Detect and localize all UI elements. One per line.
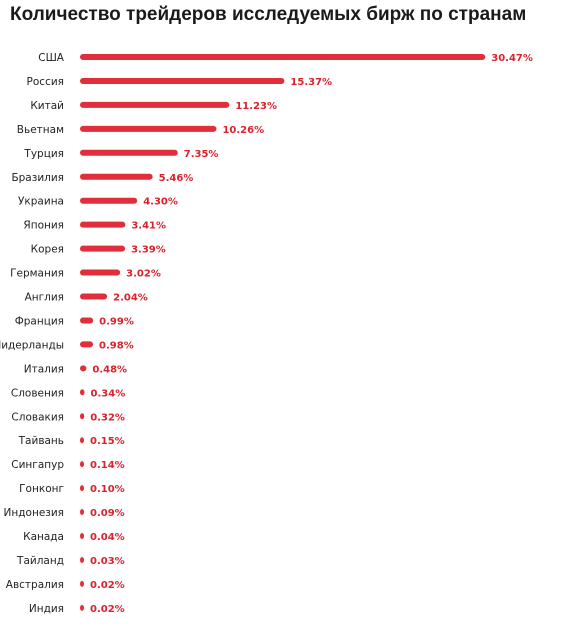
value-label: 7.35% (184, 149, 219, 160)
bar (80, 413, 85, 420)
value-label: 30.47% (491, 53, 533, 64)
category-label: Канада (23, 531, 64, 543)
value-label: 0.34% (91, 388, 126, 399)
bar (80, 533, 84, 539)
value-label: 0.04% (90, 532, 125, 543)
category-label: Индия (29, 603, 64, 615)
category-label: Тайланд (16, 555, 64, 567)
value-label: 3.02% (126, 269, 161, 280)
bar (80, 125, 217, 132)
value-label: 0.99% (99, 316, 134, 327)
value-label: 0.15% (90, 436, 125, 447)
value-label: 0.14% (90, 460, 125, 471)
category-label: Гонконг (19, 483, 64, 495)
bar (80, 365, 87, 372)
category-label: Австралия (6, 579, 64, 591)
bar (80, 269, 121, 276)
category-label: Сингапур (11, 459, 64, 471)
chart-title: Количество трейдеров исследуемых бирж по… (10, 4, 527, 25)
bar (80, 461, 84, 468)
bar (80, 317, 94, 324)
category-label: Германия (10, 268, 64, 280)
category-label: Турция (23, 148, 64, 160)
bar (80, 101, 230, 108)
bar (80, 173, 153, 180)
value-label: 0.09% (90, 508, 125, 519)
bar (80, 77, 285, 84)
bar (80, 54, 486, 60)
category-label: Бразилия (11, 172, 64, 184)
category-label: Нидерланды (0, 339, 64, 351)
value-label: 5.46% (159, 173, 194, 184)
bar (80, 604, 84, 611)
category-label: Япония (23, 220, 64, 232)
category-label: Словения (11, 387, 64, 399)
bar (80, 485, 84, 492)
value-label: 3.39% (131, 245, 166, 256)
bar (80, 556, 84, 563)
value-label: 0.02% (90, 604, 125, 615)
value-label: 4.30% (143, 197, 178, 208)
bar (80, 293, 108, 300)
bar (80, 437, 84, 444)
bar (80, 580, 84, 587)
bar (80, 341, 94, 348)
value-label: 10.26% (222, 125, 264, 136)
category-label: Индонезия (4, 507, 64, 519)
value-label: 0.10% (90, 484, 125, 495)
bar (80, 509, 84, 516)
bar (80, 245, 126, 252)
category-label: Вьетнам (17, 124, 64, 136)
category-label: Англия (25, 292, 64, 304)
value-label: 0.98% (99, 340, 134, 351)
value-label: 0.48% (92, 364, 127, 375)
category-label: Китай (30, 100, 64, 112)
category-label: Россия (27, 76, 64, 88)
category-label: Франция (15, 315, 64, 327)
category-label: Корея (31, 244, 64, 256)
category-label: США (38, 52, 65, 64)
value-label: 15.37% (290, 77, 332, 88)
category-label: Италия (24, 363, 64, 375)
value-label: 0.32% (90, 412, 125, 423)
bar (80, 389, 85, 396)
value-label: 11.23% (235, 101, 277, 112)
category-label: Тайвань (18, 435, 64, 447)
value-label: 2.04% (113, 293, 148, 304)
value-label: 0.03% (90, 556, 125, 567)
category-label: Словакия (11, 411, 64, 423)
bar (80, 197, 138, 204)
value-label: 0.02% (90, 580, 125, 591)
value-label: 3.41% (131, 221, 166, 232)
category-label: Украина (18, 196, 64, 208)
bar (80, 149, 178, 156)
bar (80, 221, 126, 228)
